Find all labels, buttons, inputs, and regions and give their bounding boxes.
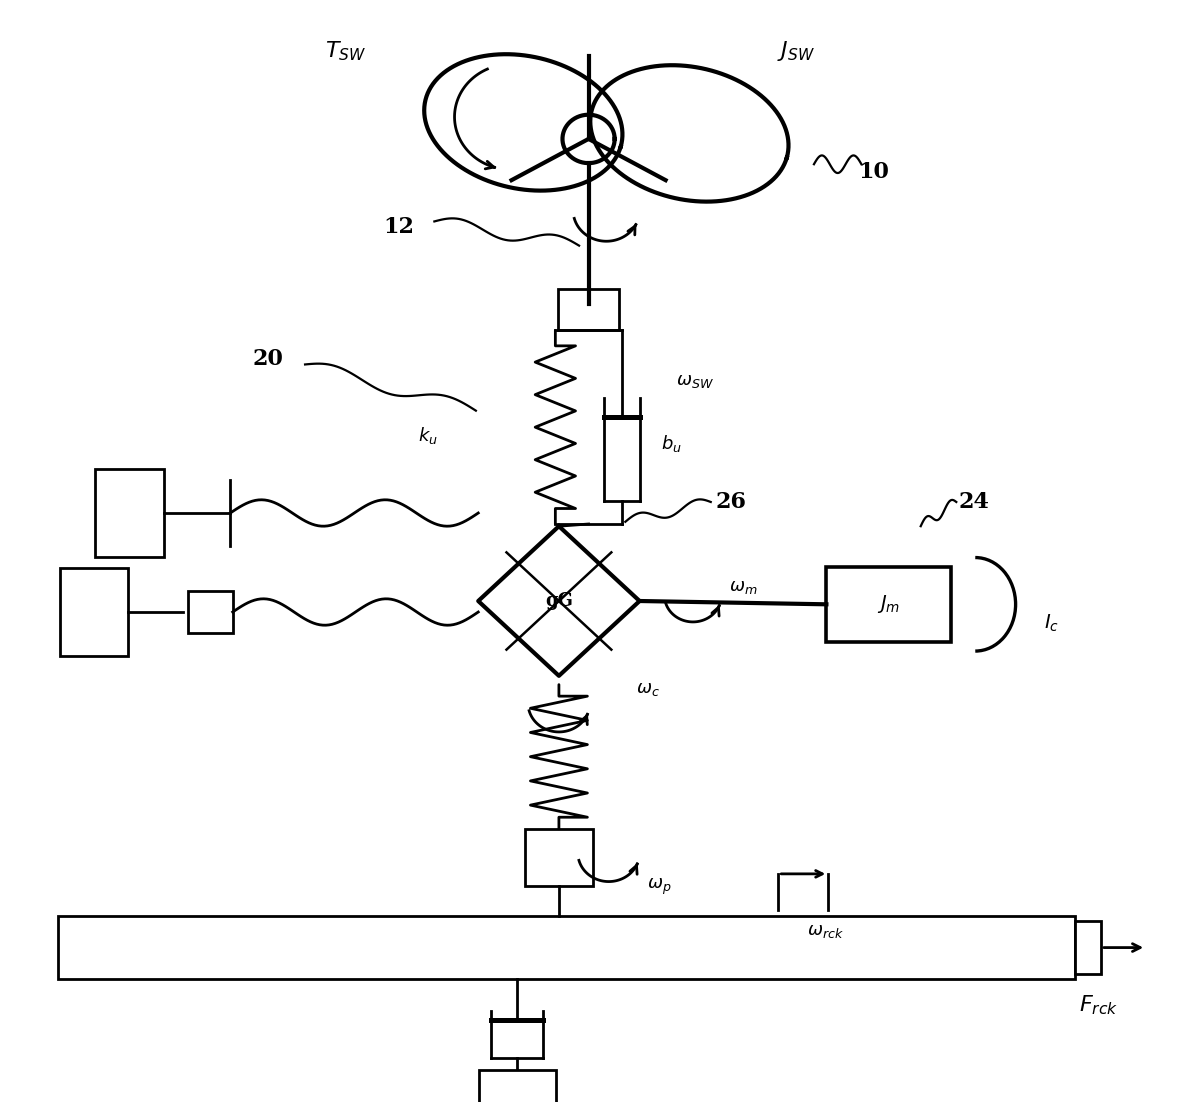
Bar (558, 289, 619, 331)
Bar (479, 1070, 556, 1103)
Text: $J_m$: $J_m$ (877, 593, 900, 615)
Bar (95, 469, 164, 557)
Text: $\omega_{SW}$: $\omega_{SW}$ (677, 372, 715, 390)
Text: 10: 10 (857, 161, 888, 183)
Text: $\omega_m$: $\omega_m$ (729, 578, 757, 596)
Text: gG: gG (545, 592, 573, 610)
Bar (58, 915, 1075, 979)
Bar (479, 1070, 556, 1103)
Text: $T_{SW}$: $T_{SW}$ (325, 39, 366, 63)
Text: $\omega_p$: $\omega_p$ (648, 877, 672, 897)
Bar (1075, 921, 1101, 974)
Bar (59, 568, 128, 656)
Text: $\omega_{rck}$: $\omega_{rck}$ (807, 922, 844, 940)
Bar (524, 828, 593, 886)
Text: 24: 24 (958, 491, 989, 513)
Text: 12: 12 (383, 216, 414, 238)
Text: 26: 26 (716, 491, 747, 513)
Text: $F_{rck}$: $F_{rck}$ (1080, 993, 1119, 1017)
Text: 20: 20 (253, 347, 284, 370)
Bar (59, 568, 128, 656)
Bar (95, 469, 164, 557)
Text: $I_c$: $I_c$ (1044, 612, 1058, 633)
Bar (188, 591, 233, 633)
Text: $k_u$: $k_u$ (419, 426, 439, 447)
Bar (58, 915, 1075, 979)
Text: $\omega_c$: $\omega_c$ (636, 681, 660, 698)
Text: $J_{SW}$: $J_{SW}$ (778, 39, 816, 63)
Bar (826, 567, 951, 642)
Text: $b_u$: $b_u$ (661, 433, 682, 454)
